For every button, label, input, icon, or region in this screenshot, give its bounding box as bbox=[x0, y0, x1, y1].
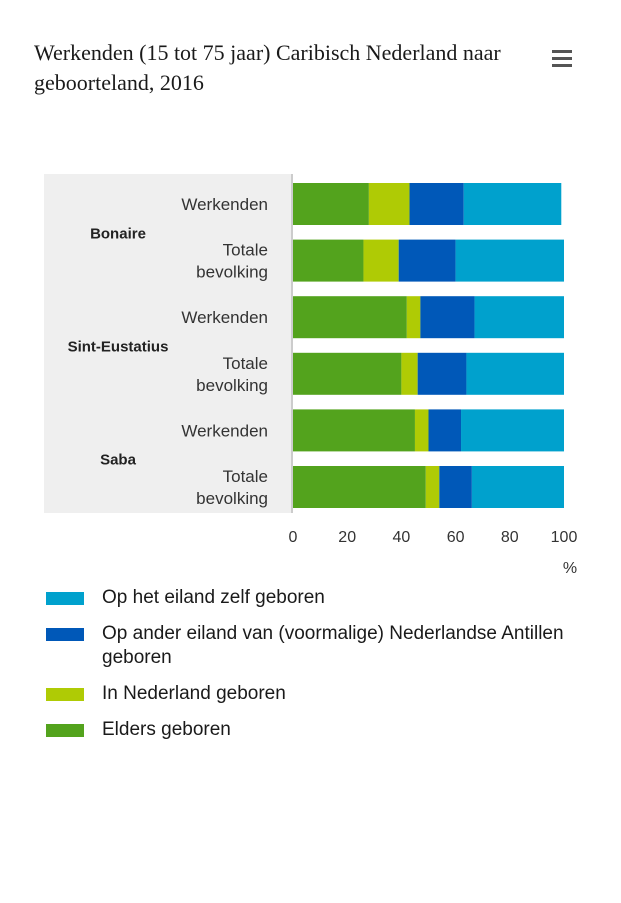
label-panel bbox=[44, 174, 291, 513]
legend-label: Op het eiland zelf geboren bbox=[102, 587, 325, 608]
category-label: bevolking bbox=[196, 376, 268, 395]
bar-3-series-2 bbox=[406, 296, 421, 339]
category-label: Werkenden bbox=[181, 421, 268, 440]
stacked-bar-chart: Werkenden Totale bevolking Werkenden Totale b… bbox=[44, 174, 578, 577]
bar-3-series-4 bbox=[474, 296, 564, 339]
legend-swatch bbox=[46, 628, 84, 641]
bar-2-series-3 bbox=[398, 239, 456, 282]
category-label: Totale bbox=[223, 354, 268, 373]
legend-swatch bbox=[46, 688, 84, 701]
bar-5-series-1 bbox=[293, 409, 415, 452]
group-label: Saba bbox=[100, 452, 137, 469]
group-label: Bonaire bbox=[90, 225, 146, 242]
x-tick-label: 0 bbox=[289, 529, 298, 546]
x-tick-label: 40 bbox=[393, 529, 411, 546]
bar-1-series-2 bbox=[368, 183, 410, 225]
menu-bar bbox=[552, 64, 572, 67]
x-tick-label: 100 bbox=[551, 529, 578, 546]
bar-4-series-4 bbox=[466, 352, 564, 395]
bar-1-series-1 bbox=[293, 183, 369, 225]
legend-item[interactable]: In Nederland geboren bbox=[44, 682, 584, 706]
bar-2-series-4 bbox=[455, 239, 564, 282]
bar-6-series-4 bbox=[471, 466, 564, 508]
category-label: Werkenden bbox=[181, 308, 268, 327]
legend-swatch bbox=[46, 724, 84, 737]
x-tick-label: 80 bbox=[501, 529, 519, 546]
x-tick-label: 60 bbox=[447, 529, 465, 546]
category-label: bevolking bbox=[196, 263, 268, 282]
category-label: bevolking bbox=[196, 489, 268, 508]
category-label: Werkenden bbox=[181, 195, 268, 214]
bar-1-series-3 bbox=[409, 183, 464, 225]
group-label: Sint-Eustatius bbox=[68, 339, 169, 356]
hamburger-menu-icon[interactable] bbox=[552, 50, 572, 68]
bar-5-series-4 bbox=[461, 409, 564, 452]
bar-1-series-4 bbox=[463, 183, 562, 225]
bar-4-series-1 bbox=[293, 352, 402, 395]
bar-6-series-1 bbox=[293, 466, 426, 508]
menu-bar bbox=[552, 57, 572, 60]
legend-swatch bbox=[46, 592, 84, 605]
bar-6-series-3 bbox=[439, 466, 472, 508]
legend-label: In Nederland geboren bbox=[102, 683, 286, 704]
bar-5-series-3 bbox=[428, 409, 462, 452]
chart-legend: Op het eiland zelf geboren Op ander eilan… bbox=[44, 586, 584, 754]
bar-4-series-2 bbox=[401, 352, 418, 395]
bar-6-series-2 bbox=[425, 466, 440, 508]
x-axis-unit-label: % bbox=[563, 560, 577, 577]
menu-bar bbox=[552, 50, 572, 53]
bar-2-series-1 bbox=[293, 239, 364, 282]
bar-5-series-2 bbox=[414, 409, 429, 452]
x-tick-label: 20 bbox=[338, 529, 356, 546]
category-label: Totale bbox=[223, 241, 268, 260]
legend-item[interactable]: Op het eiland zelf geboren bbox=[44, 586, 584, 610]
bar-2-series-2 bbox=[363, 239, 399, 282]
legend-label: Op ander eiland van (voormalige) Nederla… bbox=[102, 623, 564, 668]
bar-4-series-3 bbox=[417, 352, 467, 395]
category-label: Totale bbox=[223, 467, 268, 486]
bar-3-series-1 bbox=[293, 296, 407, 339]
legend-label: Elders geboren bbox=[102, 719, 231, 740]
legend-item[interactable]: Elders geboren bbox=[44, 718, 584, 742]
legend-item[interactable]: Op ander eiland van (voormalige) Nederla… bbox=[44, 622, 584, 670]
bar-3-series-3 bbox=[420, 296, 475, 339]
chart-title: Werkenden (15 tot 75 jaar) Caribisch Ned… bbox=[34, 40, 501, 95]
